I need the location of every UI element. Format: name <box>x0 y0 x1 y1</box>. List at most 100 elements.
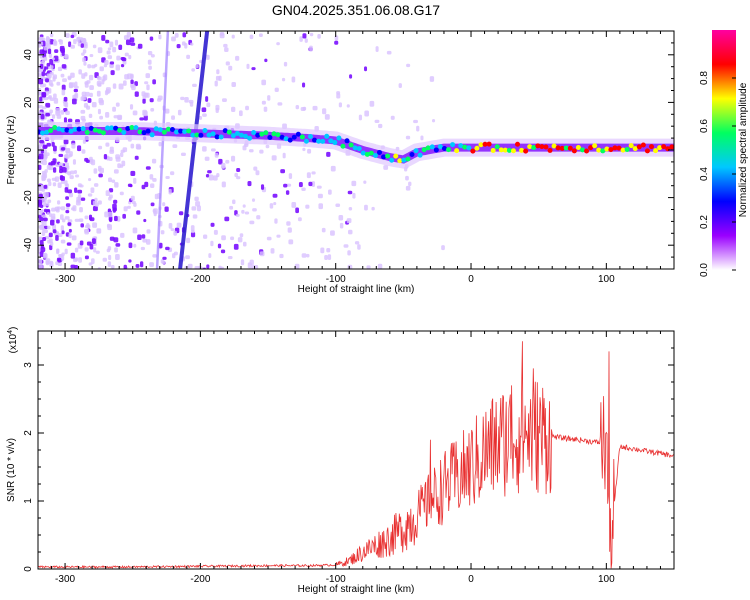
spectrogram-cell <box>47 178 51 183</box>
spectrogram-x-ticks: -300 -200 -100 0 100 <box>37 31 675 285</box>
spectrogram-cell <box>62 78 67 83</box>
spectrogram-cell <box>110 70 115 76</box>
spectrogram-cell <box>94 63 98 68</box>
spectrogram-cell <box>41 231 46 236</box>
spectrogram-ridge-cell <box>563 145 569 151</box>
spectrogram-cell <box>70 264 76 269</box>
spectrogram-cell <box>271 155 277 161</box>
spectrogram-ridge-cell <box>446 147 452 153</box>
spectrogram-cell <box>132 227 138 234</box>
spectrogram-cell <box>99 115 104 120</box>
spectrogram-cell <box>215 107 219 114</box>
spectrogram-cell <box>91 102 97 108</box>
spectrogram-cell <box>145 166 151 170</box>
spectrogram-ridge-cell <box>340 143 346 149</box>
spectrogram-cell <box>128 54 132 60</box>
spectrogram-ridge-cell <box>458 143 464 149</box>
spectrogram-ridge-cell <box>182 129 188 135</box>
spectrogram-cell <box>269 203 274 209</box>
spectrogram-ridge-cell <box>454 148 460 154</box>
spectrogram-cell <box>326 248 331 253</box>
colorbar-ticks: 0.0 0.2 0.4 0.6 0.8 <box>699 71 736 277</box>
snr-y-label: SNR (10 * v/v) <box>6 438 17 502</box>
spectrogram-ridge-cell <box>194 132 200 138</box>
spectrogram-cell <box>45 112 50 117</box>
spectrogram-ridge-cell <box>44 129 50 135</box>
spectrogram-cell <box>56 257 62 263</box>
spectrogram-cell <box>378 123 383 129</box>
spectrogram-cell <box>287 227 292 233</box>
spectrogram-cell <box>276 42 280 46</box>
spectrogram-cell <box>92 44 97 49</box>
spectrogram-cell <box>224 47 229 53</box>
spectrogram-cell <box>123 80 127 86</box>
spectrogram-cell <box>43 66 49 70</box>
spectrogram-ridge-cell <box>271 131 277 137</box>
spectrogram-ridge-cell <box>324 133 330 139</box>
spectrogram-x-tick-label: -300 <box>55 274 75 285</box>
spectrogram-cell <box>173 230 177 236</box>
spectrogram-cell <box>286 183 292 187</box>
spectrogram-cell <box>261 100 266 105</box>
spectrogram-cell <box>220 249 226 254</box>
spectrogram-ridge-cell <box>478 142 484 148</box>
spectrogram-cell <box>146 239 151 245</box>
spectrogram-cell <box>58 254 64 258</box>
spectrogram-cell <box>71 207 75 211</box>
spectrogram-cell <box>112 208 116 213</box>
spectrogram-cell <box>184 43 188 49</box>
spectrogram-cell <box>98 173 103 178</box>
spectrogram-cell <box>191 68 195 72</box>
spectrogram-ridge-cell <box>174 129 180 135</box>
spectrogram-cell <box>252 208 257 212</box>
spectrogram-cell <box>80 115 86 121</box>
spectrogram-cell <box>92 222 98 228</box>
spectrogram-cell <box>240 259 245 266</box>
spectrogram-cell <box>38 202 42 206</box>
spectrogram-cell <box>405 135 411 140</box>
spectrogram-cell <box>352 192 356 199</box>
spectrogram-cell <box>46 62 51 67</box>
spectrogram-ridge-cell <box>96 128 102 134</box>
spectrogram-cell <box>277 102 283 106</box>
spectrogram-cell <box>317 34 321 39</box>
spectrogram-ridge-cell <box>226 129 232 135</box>
spectrogram-cell <box>85 159 90 163</box>
spectrogram-cell <box>306 253 310 258</box>
spectrogram-cell <box>405 175 409 181</box>
spectrogram-cell <box>338 215 344 221</box>
spectrogram-cell <box>38 104 43 109</box>
spectrogram-cell <box>46 73 51 80</box>
spectrogram-cell <box>65 110 70 115</box>
spectrogram-cell <box>170 228 175 232</box>
spectrogram-cell <box>111 179 116 183</box>
spectrogram-cell <box>39 217 44 222</box>
spectrogram-cell <box>210 240 214 247</box>
spectrogram-cell <box>150 202 155 207</box>
spectrogram-cell <box>246 63 250 69</box>
spectrogram-cell <box>38 72 42 78</box>
spectrogram-cell <box>131 84 136 91</box>
spectrogram-cell <box>168 188 172 195</box>
spectrogram-ridge-cell <box>299 134 305 140</box>
spectrogram-cell <box>132 110 138 116</box>
snr-x-tick-label: -100 <box>326 574 346 585</box>
spectrogram-cell <box>56 219 60 224</box>
spectrogram-cell <box>43 208 48 213</box>
spectrogram-ridge-cell <box>579 147 585 153</box>
spectrogram-cell <box>261 79 267 86</box>
spectrogram-cell <box>39 240 44 246</box>
spectrogram-cell <box>114 182 119 188</box>
spectrogram-cell <box>311 171 316 175</box>
spectrogram-cell <box>82 57 86 63</box>
spectrogram-cell <box>225 61 230 66</box>
spectrogram-ridge-cell <box>267 134 273 140</box>
spectrogram-cell <box>239 110 243 117</box>
spectrogram-cell <box>249 220 255 225</box>
spectrogram-cell <box>152 254 158 258</box>
spectrogram-cell <box>61 50 65 56</box>
spectrogram-cell <box>81 95 87 101</box>
spectrogram-ridge-cell <box>255 132 261 138</box>
spectrogram-cell <box>429 76 435 82</box>
spectrogram-cell <box>339 222 344 229</box>
